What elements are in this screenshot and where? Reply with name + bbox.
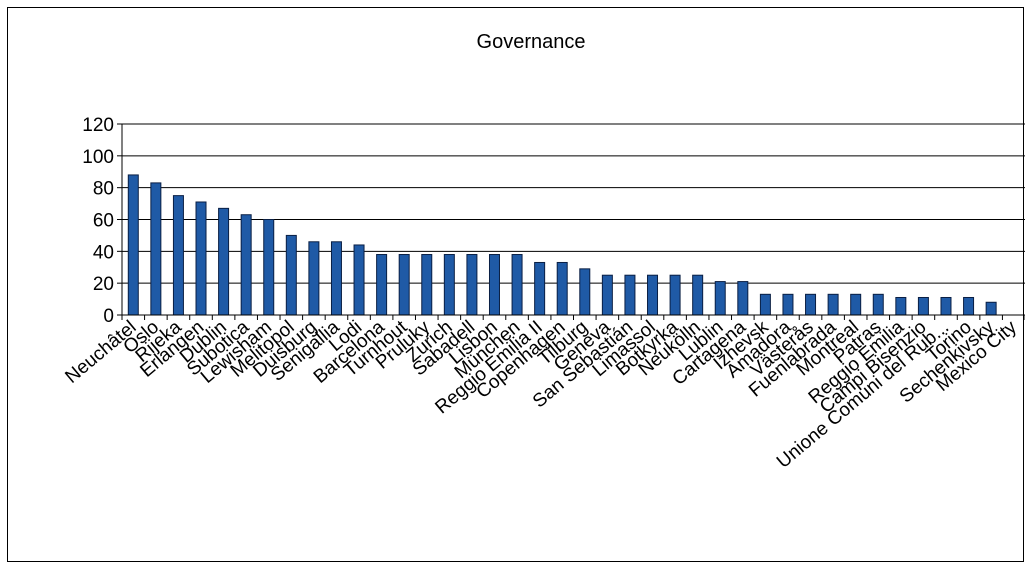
bar bbox=[466, 254, 478, 316]
bar bbox=[195, 201, 207, 316]
y-tick-label: 0 bbox=[103, 306, 114, 327]
bar bbox=[285, 234, 297, 316]
bar bbox=[895, 296, 907, 316]
bar bbox=[353, 244, 365, 316]
chart-title: Governance bbox=[477, 31, 586, 53]
y-tick-label: 20 bbox=[93, 274, 114, 295]
bar bbox=[398, 254, 410, 316]
y-tick-label: 100 bbox=[82, 147, 114, 168]
bar bbox=[917, 296, 929, 316]
bar bbox=[511, 254, 523, 316]
bar bbox=[263, 219, 275, 316]
bar bbox=[647, 274, 659, 316]
bar bbox=[218, 207, 230, 316]
bar bbox=[872, 293, 884, 316]
bar bbox=[782, 293, 794, 316]
bar bbox=[556, 261, 568, 316]
bar bbox=[940, 296, 952, 316]
bar bbox=[624, 274, 636, 316]
bar bbox=[240, 214, 252, 316]
bar bbox=[805, 293, 817, 316]
chart-svg: 020406080100120NeuchâtelOsloRijekaErlang… bbox=[61, 31, 1025, 473]
bar bbox=[488, 254, 500, 316]
bar bbox=[150, 182, 162, 316]
y-tick-label: 80 bbox=[93, 179, 114, 200]
bar bbox=[963, 296, 975, 316]
bar bbox=[601, 274, 613, 316]
bar bbox=[421, 254, 433, 316]
bar bbox=[127, 174, 139, 316]
bar bbox=[308, 241, 320, 316]
bar bbox=[534, 261, 546, 316]
bar bbox=[692, 274, 704, 316]
bar bbox=[737, 281, 749, 316]
y-tick-label: 120 bbox=[82, 115, 114, 136]
bar bbox=[579, 268, 591, 316]
bar bbox=[850, 293, 862, 316]
bar bbox=[827, 293, 839, 316]
bar bbox=[443, 254, 455, 316]
bar bbox=[759, 293, 771, 316]
y-tick-label: 60 bbox=[93, 211, 114, 232]
chart-frame: 0 20 40 60 80 100 120 Neuchâtel Oslo Rijeka Erlang… bbox=[7, 7, 1025, 562]
y-tick-label: 40 bbox=[93, 242, 114, 263]
bar bbox=[714, 281, 726, 316]
bar bbox=[669, 274, 681, 316]
bar bbox=[376, 254, 388, 316]
bar bbox=[985, 301, 997, 316]
bar bbox=[330, 241, 342, 316]
bar bbox=[172, 195, 184, 316]
